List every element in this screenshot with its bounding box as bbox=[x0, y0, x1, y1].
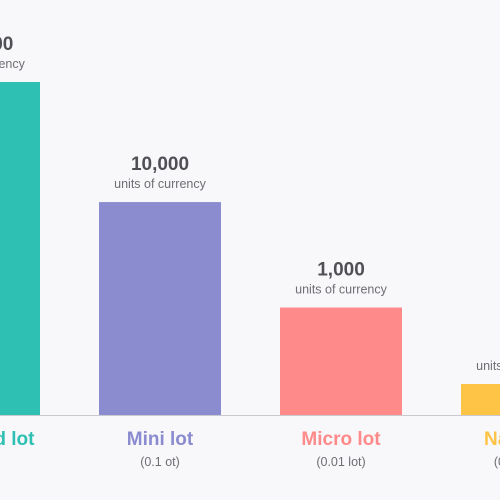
unit-label-2: units of currency bbox=[295, 283, 387, 297]
category-label-2: Micro lot bbox=[301, 429, 381, 450]
category-label-0: Standard lot bbox=[0, 429, 35, 450]
value-label-2: 1,000 bbox=[317, 260, 365, 281]
lot-size-label-3: (0.001 lot) bbox=[494, 455, 500, 469]
bar-2 bbox=[280, 307, 402, 415]
bar-0 bbox=[0, 82, 40, 415]
unit-label-0: units of currency bbox=[0, 57, 26, 71]
lot-size-label-2: (0.01 lot) bbox=[316, 455, 365, 469]
unit-label-3: units of currency bbox=[476, 359, 500, 373]
category-label-3: Nano lot bbox=[484, 429, 500, 450]
value-label-0: 100,000 bbox=[0, 34, 13, 55]
bar-3 bbox=[461, 384, 500, 415]
bar-1 bbox=[99, 202, 221, 415]
unit-label-1: units of currency bbox=[114, 177, 206, 191]
category-label-1: Mini lot bbox=[127, 429, 194, 450]
value-label-1: 10,000 bbox=[131, 154, 189, 175]
lot-size-label-1: (0.1 ot) bbox=[140, 455, 180, 469]
